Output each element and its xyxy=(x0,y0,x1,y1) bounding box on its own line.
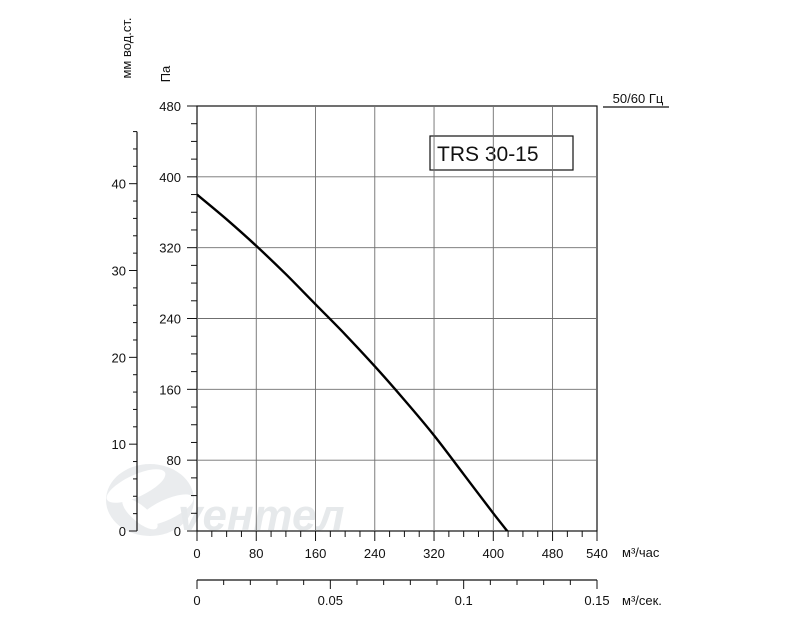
x-tick-label: 0 xyxy=(193,546,200,561)
y2-tick-label: 20 xyxy=(112,350,126,365)
model-label: TRS 30-15 xyxy=(437,143,539,166)
y2-tick-label: 10 xyxy=(112,437,126,452)
x-tick-label: 80 xyxy=(249,546,263,561)
x-tick-label: 480 xyxy=(542,546,564,561)
y-tick-label: 160 xyxy=(159,382,181,397)
x-tick-label: 400 xyxy=(482,546,504,561)
y2-tick-label: 40 xyxy=(112,177,126,192)
x-axis-primary-title: м³/час xyxy=(622,545,660,560)
y-axis-primary-title: Па xyxy=(158,65,173,82)
y2-tick-label: 0 xyxy=(119,524,126,539)
x-tick-label: 160 xyxy=(305,546,327,561)
x2-tick-label: 0 xyxy=(193,593,200,608)
x-tick-label: 240 xyxy=(364,546,386,561)
axes: 0 80 160 240 320 400 480 5400801602403204004800… xyxy=(112,99,610,608)
y-tick-label: 240 xyxy=(159,312,181,327)
y-tick-label: 400 xyxy=(159,170,181,185)
y2-tick-label: 30 xyxy=(112,264,126,279)
x-tick-label: 540 xyxy=(586,546,608,561)
performance-curve-0 xyxy=(197,193,509,531)
x2-tick-label: 0.15 xyxy=(584,593,609,608)
y-tick-label: 320 xyxy=(159,241,181,256)
model-label-box: TRS 30-15 xyxy=(429,135,574,171)
y-axis-secondary-title: мм вод.ст. xyxy=(119,17,134,78)
watermark-text: vентел xyxy=(178,491,344,540)
y-tick-label: 0 xyxy=(174,524,181,539)
watermark: vентел xyxy=(106,464,344,540)
y-tick-label: 80 xyxy=(167,453,181,468)
x2-tick-label: 0.05 xyxy=(318,593,343,608)
fan-logo-icon xyxy=(106,464,194,536)
curves xyxy=(197,193,509,531)
x-tick-label: 320 xyxy=(423,546,445,561)
x-axis-secondary-title: м³/сек. xyxy=(622,593,662,608)
x2-tick-label: 0.1 xyxy=(455,593,473,608)
frequency-label: 50/60 Гц xyxy=(613,91,664,106)
y-tick-label: 480 xyxy=(159,99,181,114)
